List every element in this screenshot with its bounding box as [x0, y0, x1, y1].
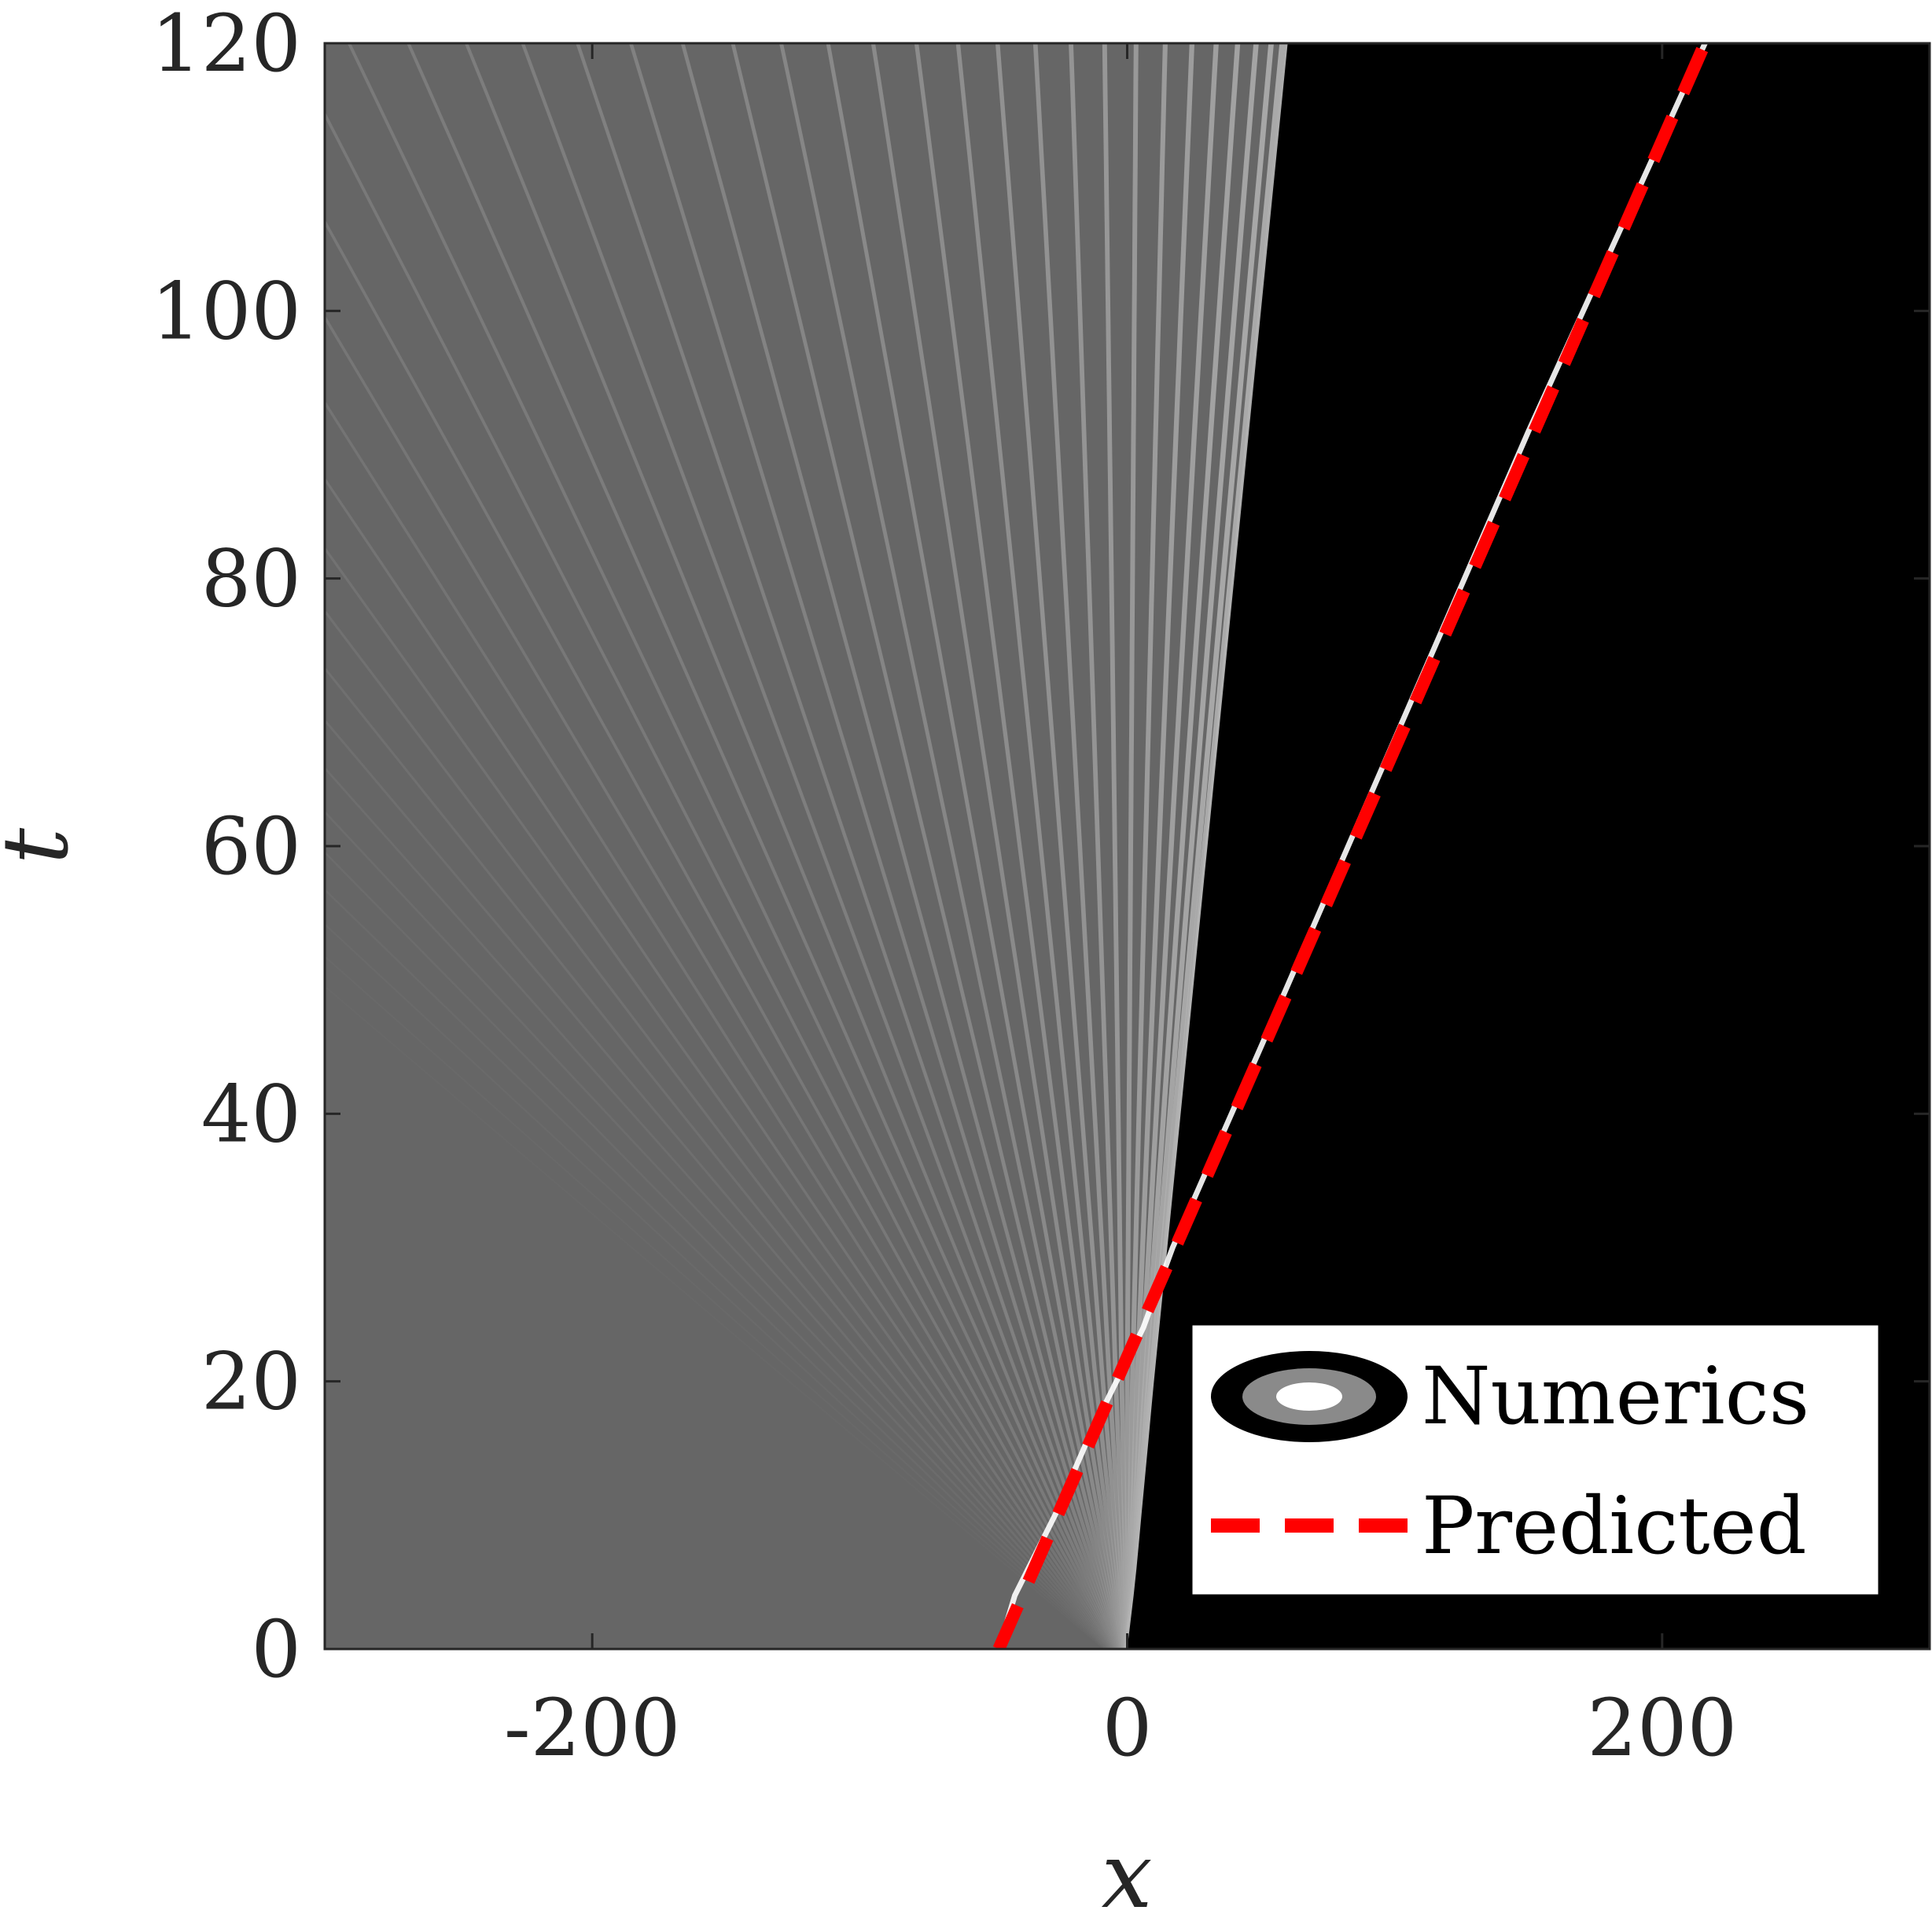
x-tick-label: -200 — [504, 1682, 681, 1774]
fringe — [325, 666, 1112, 1649]
fringe — [870, 43, 1125, 1649]
series-layer — [992, 43, 1711, 1649]
y-tick-label: 100 — [151, 265, 301, 357]
fringe — [779, 43, 1124, 1649]
x-axis-label: x — [1102, 1824, 1153, 1914]
fringe — [680, 43, 1123, 1649]
y-tick-label: 40 — [201, 1068, 301, 1160]
fringe — [1124, 43, 1219, 1649]
y-tick-label: 60 — [201, 801, 301, 893]
fringe — [325, 546, 1113, 1649]
fringe — [325, 851, 1109, 1649]
fringe — [955, 43, 1126, 1649]
legend-entry-predicted: Predicted — [1211, 1480, 1807, 1572]
fringe — [325, 955, 1106, 1649]
y-tick-label: 20 — [201, 1336, 301, 1428]
fringe — [1123, 43, 1168, 1649]
fringe — [325, 609, 1113, 1649]
fringe — [576, 43, 1121, 1649]
numerics-legend-swatch-inner — [1276, 1382, 1342, 1411]
fringe — [325, 399, 1115, 1649]
fringe — [325, 314, 1116, 1649]
fringe — [995, 43, 1127, 1649]
fringe — [1123, 43, 1139, 1649]
fringe — [1123, 43, 1195, 1649]
plot-area — [325, 43, 1930, 1649]
fringe — [629, 43, 1122, 1649]
fringe — [325, 766, 1110, 1649]
y-tick-label: 80 — [201, 533, 301, 625]
fringe — [407, 43, 1119, 1649]
fringe — [1032, 43, 1127, 1649]
fringe — [521, 43, 1121, 1649]
legend-label-numerics: Numerics — [1422, 1350, 1809, 1442]
fringe — [325, 477, 1114, 1649]
y-tick-label: 0 — [251, 1603, 301, 1695]
y-tick-label: 120 — [151, 0, 301, 90]
fringe — [1124, 43, 1241, 1649]
y-axis: 0 20 40 60 80 100 120 — [151, 0, 1930, 1695]
legend-label-predicted: Predicted — [1422, 1480, 1807, 1572]
fringe — [325, 888, 1107, 1649]
fringe — [325, 922, 1106, 1649]
x-axis: -200 0 200 — [504, 43, 1737, 1774]
fringe — [325, 985, 1105, 1649]
fringe — [325, 218, 1117, 1649]
legend-entry-numerics: Numerics — [1211, 1350, 1809, 1442]
fringe — [325, 810, 1110, 1649]
fringe — [730, 43, 1123, 1649]
x-tick-label: 0 — [1102, 1682, 1153, 1774]
legend: Numerics Predicted — [1190, 1323, 1881, 1597]
x-tick-label: 200 — [1587, 1682, 1737, 1774]
heatmap-dark-region — [1127, 43, 1930, 1649]
fringe — [914, 43, 1125, 1649]
fringe — [826, 43, 1124, 1649]
fringe — [465, 43, 1120, 1649]
fringe — [1102, 43, 1128, 1649]
fringe — [325, 718, 1111, 1649]
fringe — [325, 110, 1117, 1649]
fringe — [348, 43, 1118, 1649]
y-axis-label: t — [0, 827, 89, 864]
